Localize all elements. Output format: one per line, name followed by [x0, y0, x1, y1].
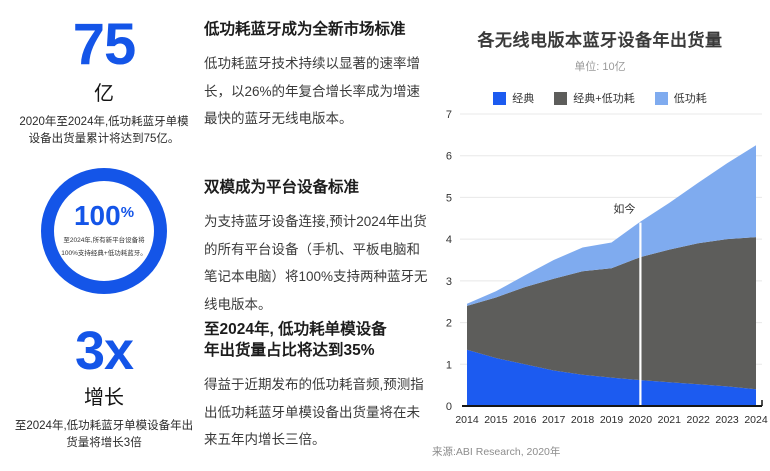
now-annotation-label: 如今 — [613, 202, 635, 216]
chart-subtitle: 单位: 10亿 — [574, 61, 626, 73]
stat-100pct-note-line2: 100%支持经典+低功耗蓝牙。 — [61, 249, 147, 257]
legend-swatch-icon — [654, 91, 668, 105]
chart-legend: 经典 经典+低功耗 低功耗 — [430, 90, 770, 106]
stat-3x-value: 3x — [74, 321, 134, 381]
stat-100pct-note-line1: 至2024年,所有新平台设备将 — [63, 237, 145, 245]
area-series-0 — [467, 349, 756, 406]
legend-label: 经典+低功耗 — [573, 93, 635, 105]
stat-75b-caption: 2020年至2024年,低功耗蓝牙单模设备出货量累计将达到75亿。 — [19, 116, 189, 146]
chart-title: 各无线电版本蓝牙设备年出货量 — [477, 31, 723, 50]
legend-swatch-icon — [493, 91, 507, 105]
y-axis-label: 5 — [446, 192, 452, 204]
x-axis-label: 2024 — [744, 414, 768, 426]
stat-3x-unit: 增长 — [84, 387, 124, 409]
stat-100pct-heading: 双模成为平台设备标准 — [204, 179, 360, 196]
stat-3x-body: 得益于近期发布的低功耗音频,预测指出低功耗蓝牙单模设备出货量将在未来五年内增长三… — [204, 376, 424, 448]
stat-3x-caption: 至2024年,低功耗蓝牙单模设备年出货量将增长3倍 — [14, 420, 194, 450]
chart-panel: 各无线电版本蓝牙设备年出货量 单位: 10亿 经典 经典+低功耗 低功耗 0 1 2 3 4… — [430, 0, 770, 471]
y-axis-label: 2 — [446, 318, 452, 330]
stat-100pct-percent-sign: % — [120, 204, 135, 222]
stat-75b-figure: 75 亿 2020年至2024年,低功耗蓝牙单模设备出货量累计将达到75亿。 — [14, 16, 194, 149]
legend-item-1: 经典+低功耗 — [554, 90, 635, 106]
stat-3x-figure: 3x 增长 至2024年,低功耗蓝牙单模设备年出货量将增长3倍 — [14, 314, 194, 454]
stat-100pct-body: 为支持蓝牙设备连接,预计2024年出货的所有平台设备（手机、平板电脑和笔记本电脑… — [204, 213, 428, 312]
y-axis-label: 4 — [446, 234, 452, 246]
x-axis-label: 2016 — [513, 414, 537, 426]
x-axis-label: 2014 — [455, 414, 479, 426]
stat-block-3x: 3x 增长 至2024年,低功耗蓝牙单模设备年出货量将增长3倍 至2024年, … — [14, 314, 428, 454]
x-axis-label: 2023 — [715, 414, 739, 426]
x-axis-label: 2020 — [629, 414, 653, 426]
area-series-2 — [467, 145, 756, 306]
stat-block-75b: 75 亿 2020年至2024年,低功耗蓝牙单模设备出货量累计将达到75亿。 低… — [14, 16, 428, 149]
x-axis-label: 2015 — [484, 414, 508, 426]
stat-75b-value: 75 — [72, 12, 137, 77]
stat-75b-body: 低功耗蓝牙技术持续以显著的速率增长，以26%的年复合增长率成为增速最快的蓝牙无线… — [204, 55, 421, 127]
stat-75b-unit: 亿 — [94, 83, 114, 105]
x-axis-label: 2019 — [600, 414, 624, 426]
y-axis-label: 0 — [446, 401, 452, 413]
stat-block-100pct: 100% 至2024年,所有新平台设备将 100%支持经典+低功耗蓝牙。 双模成… — [14, 156, 428, 319]
y-axis-label: 6 — [446, 151, 452, 163]
stat-100pct-number: 100 — [73, 200, 121, 232]
legend-swatch-icon — [554, 91, 568, 105]
x-axis-label: 2022 — [687, 414, 711, 426]
legend-item-2: 低功耗 — [654, 90, 707, 106]
x-axis-label: 2018 — [571, 414, 595, 426]
stat-100pct-value: 100% — [74, 202, 134, 230]
stat-75b-heading: 低功耗蓝牙成为全新市场标准 — [204, 21, 406, 38]
chart-source: 来源:ABI Research, 2020年 — [432, 446, 561, 458]
stacked-area-chart: 0 1 2 3 4 5 6 7 如今 2014 2015 2016 2017 2018 2019 2020 20… — [430, 102, 770, 442]
x-axis-label: 2021 — [658, 414, 682, 426]
ring-100pct-icon: 100% 至2024年,所有新平台设备将 100%支持经典+低功耗蓝牙。 — [41, 168, 167, 294]
legend-label: 低功耗 — [673, 93, 707, 105]
stat-3x-heading: 至2024年, 低功耗单模设备 年出货量占比将达到35% — [204, 320, 428, 362]
y-axis-label: 1 — [446, 359, 452, 371]
legend-item-0: 经典 — [493, 90, 534, 106]
stat-100pct-note: 至2024年,所有新平台设备将 100%支持经典+低功耗蓝牙。 — [61, 235, 146, 260]
stat-3x-heading-line2: 年出货量占比将达到35% — [204, 341, 375, 359]
area-series-1 — [467, 237, 756, 390]
y-axis-label: 3 — [446, 276, 452, 288]
y-axis-label: 7 — [446, 109, 452, 121]
legend-label: 经典 — [512, 93, 535, 105]
x-axis-label: 2017 — [542, 414, 566, 426]
stat-3x-heading-line1: 至2024年, 低功耗单模设备 — [204, 321, 387, 338]
